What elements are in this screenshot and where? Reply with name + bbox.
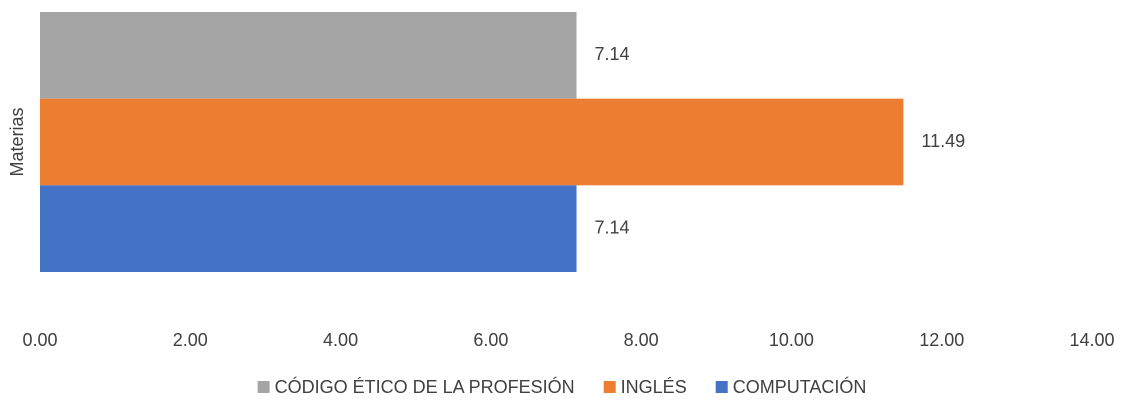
data-label: 11.49: [921, 131, 965, 151]
x-tick-label: 6.00: [473, 330, 508, 350]
legend-swatch: [257, 381, 270, 393]
x-tick-label: 12.00: [919, 330, 964, 350]
x-tick-label: 4.00: [323, 330, 358, 350]
legend-label: INGLÉS: [621, 377, 687, 397]
bar: [40, 12, 577, 99]
x-tick-label: 2.00: [173, 330, 208, 350]
x-tick-label: 10.00: [769, 330, 814, 350]
x-tick-label: 8.00: [624, 330, 659, 350]
y-category-label: Materias: [7, 107, 27, 176]
data-label: 7.14: [595, 217, 630, 237]
legend-label: COMPUTACIÓN: [733, 376, 867, 397]
bar: [40, 98, 904, 186]
data-label: 7.14: [595, 44, 630, 64]
legend-label: CÓDIGO ÉTICO DE LA PROFESIÓN: [275, 376, 575, 397]
x-tick-label: 0.00: [22, 330, 57, 350]
legend-swatch: [715, 381, 728, 393]
x-tick-label: 14.00: [1069, 330, 1114, 350]
bar: [40, 185, 577, 272]
legend-swatch: [603, 381, 616, 393]
